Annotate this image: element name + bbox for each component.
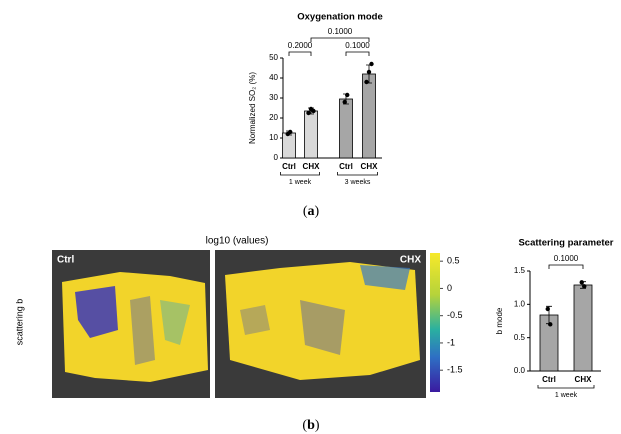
y-tick-label: 50 — [269, 53, 278, 62]
y-tick-label: 30 — [269, 93, 278, 102]
data-point — [345, 93, 349, 97]
y-tick-label: 40 — [269, 73, 278, 82]
significance-bracket — [289, 52, 311, 56]
p-value: 0.1000 — [554, 254, 579, 263]
data-point — [364, 80, 368, 84]
y-tick-label: 0.0 — [514, 366, 526, 375]
group-label: 3 weeks — [345, 179, 371, 186]
image-label: CHX — [400, 255, 421, 266]
image-ctrl — [52, 250, 210, 398]
colorbar-tick-label: 0 — [447, 283, 452, 293]
group-bracket — [538, 385, 594, 388]
data-point — [288, 130, 292, 134]
group-bracket — [338, 172, 378, 175]
x-tick-label: Ctrl — [282, 162, 296, 171]
group-bracket — [281, 172, 320, 175]
data-point — [546, 307, 550, 311]
x-tick-label: CHX — [361, 162, 379, 171]
x-tick-label: CHX — [303, 162, 321, 171]
x-tick-label: Ctrl — [339, 162, 353, 171]
colorbar-tick-label: 0.5 — [447, 256, 460, 266]
bar — [305, 111, 318, 158]
y-tick-label: 10 — [269, 133, 278, 142]
significance-bracket — [549, 265, 583, 269]
image-side-label: scattering b — [14, 299, 24, 346]
colorbar-tick-label: -1.5 — [447, 365, 463, 375]
significance-bracket — [346, 52, 369, 56]
data-point — [548, 322, 552, 326]
chart-title: Oxygenation mode — [297, 12, 383, 23]
colorbar — [430, 253, 440, 392]
chart-title: Scattering parameter — [518, 238, 613, 249]
p-value: 0.2000 — [288, 41, 313, 50]
x-tick-label: CHX — [575, 375, 593, 384]
bar — [283, 133, 296, 158]
p-value: 0.1000 — [345, 41, 370, 50]
group-label: 1 week — [289, 179, 312, 186]
group-label: 1 week — [555, 392, 578, 399]
y-tick-label: 20 — [269, 113, 278, 122]
data-point — [306, 111, 310, 115]
y-axis-label: Normalized SO₂ (%) — [248, 72, 257, 144]
y-tick-label: 0.5 — [514, 333, 526, 342]
image-title: log10 (values) — [206, 236, 269, 247]
bar — [363, 74, 376, 158]
y-tick-label: 1.0 — [514, 299, 526, 308]
image-chx — [215, 250, 426, 398]
data-point — [311, 109, 315, 113]
colorbar-tick-label: -0.5 — [447, 310, 463, 320]
data-point — [580, 280, 584, 284]
bar — [340, 99, 353, 158]
p-value: 0.1000 — [328, 27, 353, 36]
y-axis-label: b mode — [495, 307, 504, 334]
bar — [574, 285, 592, 371]
image-label: Ctrl — [57, 255, 74, 266]
data-point — [582, 284, 586, 288]
x-tick-label: Ctrl — [542, 375, 556, 384]
figure: (a) log10 (values) scattering b Ctrl CHX… — [0, 0, 621, 434]
data-point — [367, 70, 371, 74]
y-tick-label: 0 — [274, 153, 279, 162]
colorbar-tick-label: -1 — [447, 337, 455, 347]
panel-caption: (b) — [302, 418, 319, 433]
data-point — [343, 100, 347, 104]
y-tick-label: 1.5 — [514, 266, 526, 275]
data-point — [369, 62, 373, 66]
panel-caption: (a) — [303, 204, 320, 219]
